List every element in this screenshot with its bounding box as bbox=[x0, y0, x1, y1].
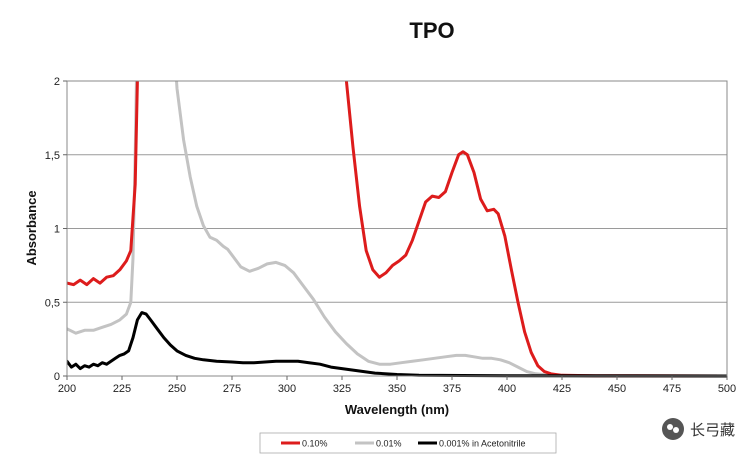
x-tick-label: 375 bbox=[443, 383, 461, 395]
x-tick-label: 425 bbox=[553, 383, 571, 395]
legend-box bbox=[259, 432, 557, 454]
chart-title: TPO bbox=[409, 18, 454, 43]
legend-label-0: 0.10% bbox=[302, 439, 328, 449]
y-axis-label: Absorbance bbox=[24, 190, 39, 265]
x-tick-label: 325 bbox=[333, 383, 351, 395]
x-tick-label: 225 bbox=[113, 383, 131, 395]
x-axis-ticks: 200 225 250 275 300 325 350 375 400 425 450 475 500 bbox=[58, 376, 736, 395]
x-tick-label: 250 bbox=[168, 383, 186, 395]
y-tick-label: 0,5 bbox=[45, 297, 60, 309]
x-tick-label: 300 bbox=[278, 383, 296, 395]
wechat-icon bbox=[661, 418, 684, 440]
x-tick-label: 450 bbox=[608, 383, 626, 395]
legend-label-2: 0.001% in Acetonitrile bbox=[439, 439, 526, 449]
y-axis-ticks: 0 0,5 1 1,5 2 bbox=[45, 76, 67, 383]
grid bbox=[67, 80, 727, 303]
x-tick-label: 475 bbox=[663, 383, 681, 395]
watermark-text: 长弓藏 bbox=[689, 420, 735, 439]
y-tick-label: 0 bbox=[54, 371, 60, 383]
watermark: 长弓藏 bbox=[661, 418, 735, 440]
x-axis-label: Wavelength (nm) bbox=[345, 402, 449, 417]
series-line-1 bbox=[67, 81, 727, 378]
y-tick-label: 1 bbox=[54, 224, 60, 236]
series-line-2 bbox=[67, 311, 727, 378]
legend-label-1: 0.01% bbox=[376, 439, 402, 449]
y-tick-label: 2 bbox=[54, 76, 60, 88]
x-tick-label: 500 bbox=[718, 383, 736, 395]
legend: 0.10% 0.01% 0.001% in Acetonitrile bbox=[259, 432, 557, 454]
x-tick-label: 400 bbox=[498, 383, 516, 395]
x-tick-label: 200 bbox=[58, 383, 76, 395]
x-tick-label: 275 bbox=[223, 383, 241, 395]
x-tick-label: 350 bbox=[388, 383, 406, 395]
series-line-0 bbox=[67, 81, 727, 378]
y-tick-label: 1,5 bbox=[45, 150, 60, 162]
series-layer bbox=[67, 81, 727, 378]
